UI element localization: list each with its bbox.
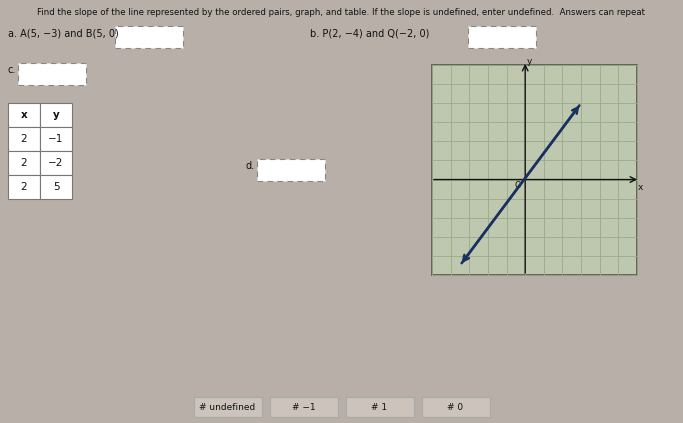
Text: Find the slope of the line represented by the ordered pairs, graph, and table. I: Find the slope of the line represented b… [37, 8, 645, 17]
FancyBboxPatch shape [468, 26, 536, 48]
Text: # 1: # 1 [372, 403, 387, 412]
Text: b. P(2, −4) and Q(−2, 0): b. P(2, −4) and Q(−2, 0) [310, 28, 430, 38]
Text: 2: 2 [20, 182, 27, 192]
Text: −2: −2 [48, 158, 64, 168]
Text: d.: d. [245, 161, 254, 171]
Text: 2: 2 [20, 158, 27, 168]
Text: 5: 5 [53, 182, 59, 192]
Text: # −1: # −1 [292, 403, 316, 412]
Bar [8, 175, 40, 199]
Text: 2: 2 [20, 134, 27, 144]
Text: # undefined: # undefined [199, 403, 255, 412]
Text: a. A(5, −3) and B(5, 0): a. A(5, −3) and B(5, 0) [8, 28, 119, 38]
Text: y: y [527, 57, 532, 66]
Bar [8, 151, 40, 175]
Bar [8, 103, 40, 127]
Text: c.: c. [8, 65, 16, 75]
Bar [40, 103, 72, 127]
Text: O: O [515, 181, 522, 190]
Bar [270, 397, 337, 417]
FancyBboxPatch shape [18, 63, 86, 85]
Bar [40, 151, 72, 175]
Text: y: y [53, 110, 59, 120]
Text: −1: −1 [48, 134, 64, 144]
FancyBboxPatch shape [257, 159, 325, 181]
FancyBboxPatch shape [115, 26, 183, 48]
Text: x: x [20, 110, 27, 120]
Bar [421, 397, 490, 417]
Bar [193, 397, 262, 417]
Bar [40, 127, 72, 151]
Bar [432, 65, 637, 275]
Bar [8, 127, 40, 151]
Bar [346, 397, 413, 417]
Text: # 0: # 0 [447, 403, 464, 412]
Bar [40, 175, 72, 199]
Text: x: x [638, 183, 643, 192]
